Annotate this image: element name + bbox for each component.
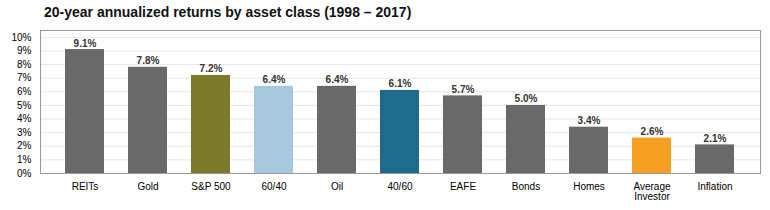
- svg-text:5.7%: 5.7%: [452, 84, 475, 95]
- svg-text:7%: 7%: [17, 72, 32, 83]
- svg-text:9.1%: 9.1%: [74, 38, 97, 49]
- svg-text:AverageInvestor: AverageInvestor: [633, 181, 671, 202]
- svg-text:1%: 1%: [17, 154, 32, 165]
- svg-text:REITs: REITs: [72, 181, 99, 192]
- svg-text:2.1%: 2.1%: [704, 133, 727, 144]
- svg-text:4%: 4%: [17, 113, 32, 124]
- svg-text:40/60: 40/60: [387, 181, 412, 192]
- svg-text:5%: 5%: [17, 100, 32, 111]
- svg-text:Bonds: Bonds: [512, 181, 540, 192]
- svg-text:10%: 10%: [11, 32, 31, 43]
- svg-text:EAFE: EAFE: [450, 181, 476, 192]
- svg-text:6.4%: 6.4%: [263, 74, 286, 85]
- svg-text:5.0%: 5.0%: [515, 93, 538, 104]
- svg-text:Oil: Oil: [331, 181, 343, 192]
- svg-text:0%: 0%: [17, 168, 32, 179]
- svg-text:Homes: Homes: [573, 181, 605, 192]
- svg-text:Gold: Gold: [137, 181, 158, 192]
- svg-text:6.4%: 6.4%: [326, 74, 349, 85]
- svg-text:60/40: 60/40: [261, 181, 286, 192]
- svg-text:Inflation: Inflation: [697, 181, 732, 192]
- html-text:20-year annualized returns by: 20-year annualized returns by asset clas…: [44, 4, 412, 20]
- svg-text:7.2%: 7.2%: [200, 63, 223, 74]
- svg-text:7.8%: 7.8%: [137, 55, 160, 66]
- svg-text:6%: 6%: [17, 86, 32, 97]
- svg-text:6.1%: 6.1%: [389, 78, 412, 89]
- svg-text:9%: 9%: [17, 45, 32, 56]
- svg-text:2.6%: 2.6%: [641, 126, 664, 137]
- svg-text:8%: 8%: [17, 59, 32, 70]
- svg-text:2%: 2%: [17, 140, 32, 151]
- svg-text:S&P 500: S&P 500: [191, 181, 231, 192]
- svg-text:3%: 3%: [17, 127, 32, 138]
- svg-text:3.4%: 3.4%: [578, 115, 601, 126]
